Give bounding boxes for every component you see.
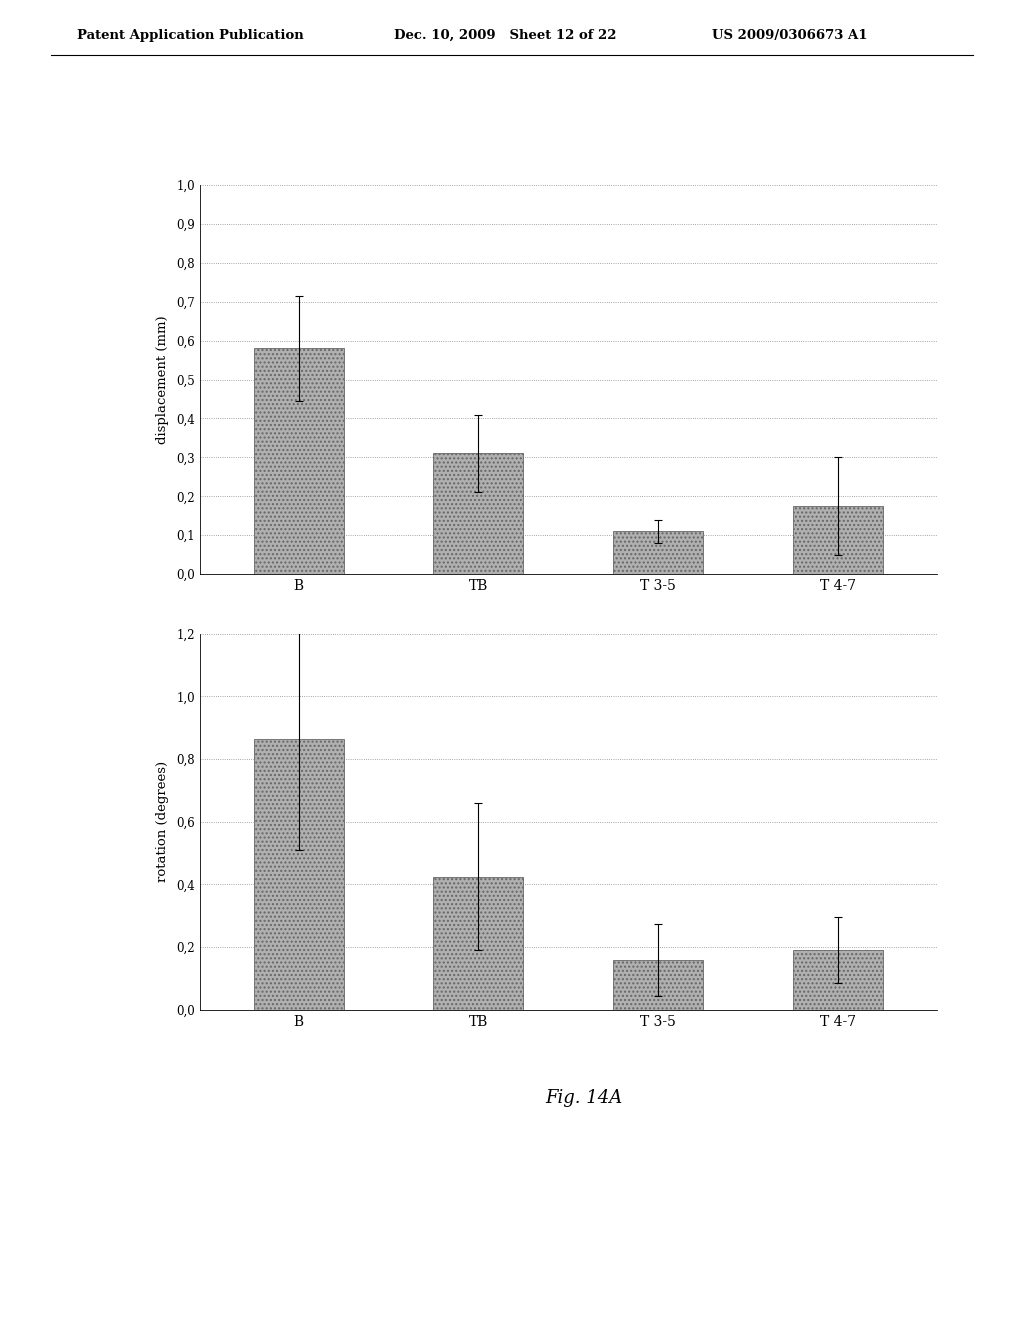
Bar <box>433 454 523 574</box>
Bar <box>254 739 343 1010</box>
Y-axis label: displacement (mm): displacement (mm) <box>156 315 169 444</box>
Bar <box>613 532 703 574</box>
Text: Dec. 10, 2009   Sheet 12 of 22: Dec. 10, 2009 Sheet 12 of 22 <box>394 29 616 42</box>
Bar <box>254 348 343 574</box>
Y-axis label: rotation (degrees): rotation (degrees) <box>156 762 169 882</box>
Bar <box>794 950 883 1010</box>
Text: US 2009/0306673 A1: US 2009/0306673 A1 <box>712 29 867 42</box>
Bar <box>433 876 523 1010</box>
Text: Fig. 14A: Fig. 14A <box>545 1089 623 1107</box>
Text: Patent Application Publication: Patent Application Publication <box>77 29 303 42</box>
Bar <box>794 506 883 574</box>
Bar <box>613 960 703 1010</box>
